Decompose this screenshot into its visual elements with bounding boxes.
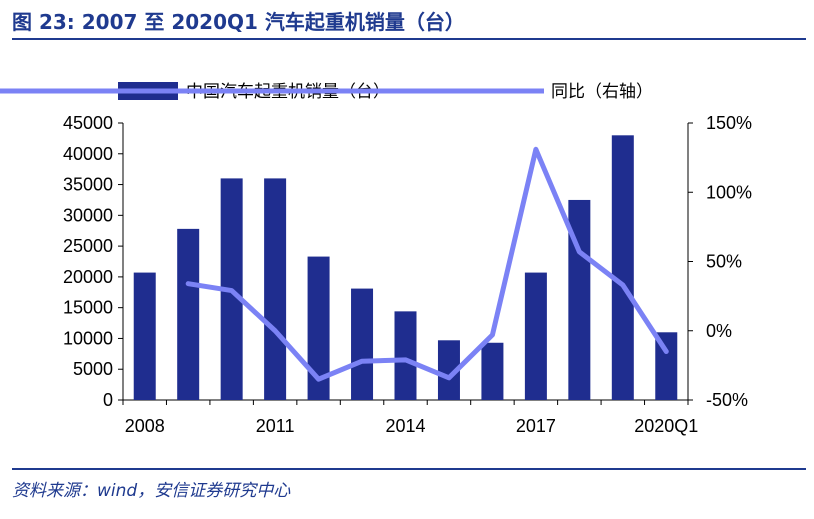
legend: 中国汽车起重机销量（台） 同比（右轴） bbox=[0, 82, 653, 102]
bar-2012 bbox=[307, 256, 330, 400]
bar-2009 bbox=[177, 228, 200, 400]
left-tick-label: 0 bbox=[103, 390, 113, 410]
left-tick-label: 30000 bbox=[63, 205, 113, 225]
bar-2013 bbox=[351, 288, 374, 400]
x-tick-label: 2020Q1 bbox=[634, 416, 698, 436]
left-tick-label: 20000 bbox=[63, 267, 113, 287]
left-tick-label: 15000 bbox=[63, 298, 113, 318]
left-tick-label: 10000 bbox=[63, 328, 113, 348]
bar-2018 bbox=[568, 199, 591, 400]
right-tick-label: 100% bbox=[706, 182, 752, 202]
x-tick-label: 2017 bbox=[516, 416, 556, 436]
figure-title: 2007 至 2020Q1 汽车起重机销量（台） bbox=[81, 10, 465, 34]
bar-2014 bbox=[394, 311, 417, 400]
x-tick-label: 2011 bbox=[256, 416, 295, 436]
figure-label: 图 23: bbox=[12, 10, 75, 34]
bar-2017 bbox=[524, 272, 547, 400]
bar-2019 bbox=[611, 135, 634, 401]
right-tick-label: 0% bbox=[706, 321, 732, 341]
bar-2020Q1 bbox=[655, 332, 678, 400]
legend-line-label: 同比（右轴） bbox=[551, 82, 653, 102]
source-note: 资料来源：wind，安信证券研究中心 bbox=[12, 481, 291, 501]
bar-2008 bbox=[133, 272, 156, 400]
yoy-line-series bbox=[185, 146, 669, 382]
x-tick-label: 2014 bbox=[385, 416, 425, 436]
right-tick-label: 50% bbox=[706, 252, 742, 272]
left-tick-label: 40000 bbox=[63, 144, 113, 164]
x-tick-label: 2008 bbox=[125, 416, 165, 436]
chart-axes: 0 5000 10000 15000 20000 25000 30000 35000 40000… bbox=[63, 113, 752, 436]
bar-2011 bbox=[264, 178, 287, 400]
bar-2015 bbox=[437, 340, 460, 400]
right-tick-label: 150% bbox=[706, 113, 752, 133]
yoy-line bbox=[185, 146, 669, 382]
title-divider bbox=[12, 38, 806, 40]
left-tick-label: 5000 bbox=[73, 359, 113, 379]
chart-title: 图 23: 2007 至 2020Q1 汽车起重机销量（台） bbox=[12, 6, 806, 38]
left-tick-label: 35000 bbox=[63, 175, 113, 195]
bar-series bbox=[133, 135, 678, 401]
source-divider bbox=[12, 468, 806, 470]
bar-2016 bbox=[481, 342, 504, 400]
left-tick-label: 45000 bbox=[63, 113, 113, 133]
right-tick-label: -50% bbox=[706, 390, 748, 410]
left-tick-label: 25000 bbox=[63, 236, 113, 256]
